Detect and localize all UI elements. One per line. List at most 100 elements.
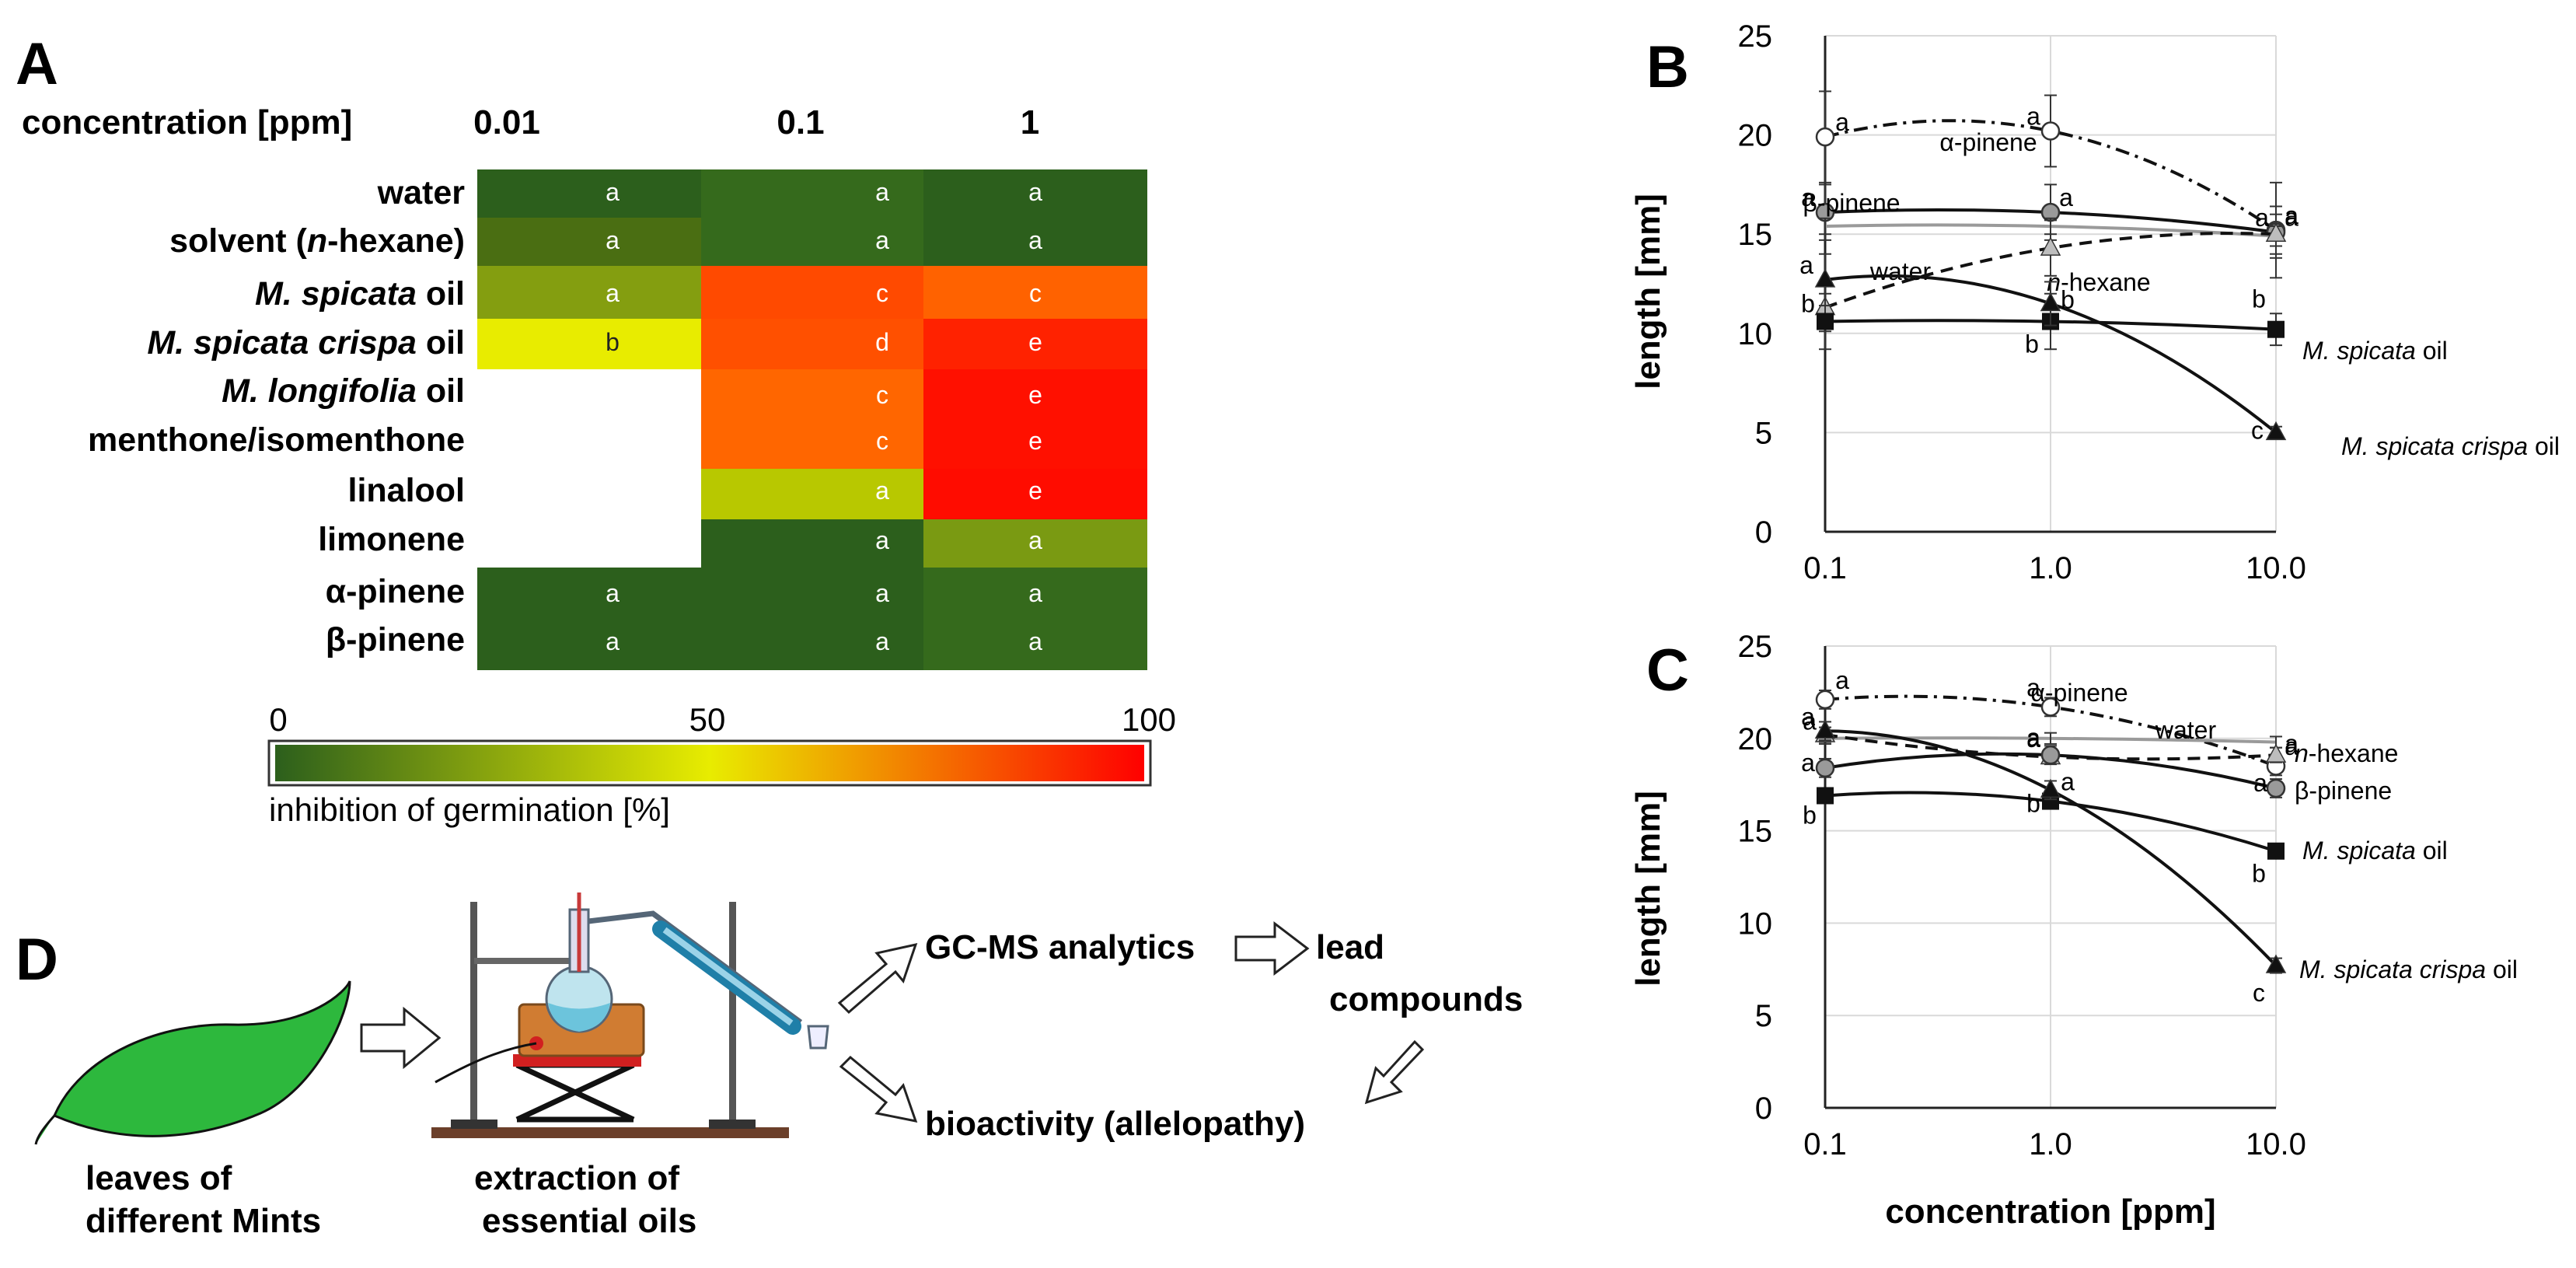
heatmap-cell-letter: a bbox=[606, 627, 620, 655]
heatmap-cell bbox=[701, 218, 923, 266]
receiving-vessel bbox=[807, 1025, 829, 1050]
significance-letter: a bbox=[1803, 707, 1817, 735]
significance-letter: b bbox=[2025, 330, 2039, 358]
heatmap-cell bbox=[701, 420, 923, 469]
data-point bbox=[2265, 743, 2287, 763]
arrow-up-right-icon bbox=[837, 942, 918, 1015]
data-point bbox=[1817, 787, 1834, 805]
heatmap-row-label-part: water bbox=[377, 174, 466, 211]
heatmap-row-label: limonene bbox=[318, 521, 465, 558]
extraction-caption-line1: extraction of bbox=[474, 1159, 679, 1197]
heatmap-cell-letter: c bbox=[876, 279, 888, 307]
data-point bbox=[2040, 121, 2061, 141]
jack-top-plate bbox=[513, 1054, 641, 1067]
apparatus-base bbox=[431, 1127, 789, 1138]
heatmap-row-label: M. spicata oil bbox=[255, 275, 465, 313]
significance-letter: a bbox=[2026, 725, 2040, 753]
scale-frame bbox=[267, 739, 1152, 787]
heatmap-cell-letter: c bbox=[876, 427, 888, 455]
data-point bbox=[2040, 745, 2061, 765]
heatmap-cell-letter: a bbox=[1028, 178, 1042, 206]
lab-jack-icon bbox=[515, 1062, 635, 1123]
heatmap-column-label: 0.1 bbox=[777, 103, 824, 141]
heatmap-row-label-part: M. longifolia bbox=[222, 372, 417, 410]
y-axis-label: length [mm] bbox=[1629, 791, 1667, 987]
series-label: M. spicata oil bbox=[2302, 837, 2448, 865]
heatmap-cell-letter: a bbox=[875, 226, 889, 254]
heatmap-row-label-part: M. spicata crispa bbox=[147, 324, 417, 362]
x-tick-label: 0.1 bbox=[1803, 551, 1847, 585]
x-tick-label: 1.0 bbox=[2029, 1127, 2072, 1161]
heatmap-row-label-part: β-pinene bbox=[326, 621, 465, 658]
significance-letter: a bbox=[2255, 204, 2269, 232]
significance-letter: a bbox=[2285, 204, 2299, 232]
scale-gradient-bar bbox=[275, 745, 1144, 781]
significance-letter: a bbox=[2253, 769, 2267, 797]
significance-letter: a bbox=[1801, 703, 1815, 731]
heatmap-cell bbox=[923, 319, 1147, 369]
series-label: M. spicata crispa oil bbox=[2341, 432, 2560, 460]
right-stand-foot bbox=[709, 1120, 756, 1129]
heatmap-cell-letter: a bbox=[606, 579, 620, 607]
data-point bbox=[2267, 320, 2285, 338]
series-label: water bbox=[2155, 716, 2217, 744]
heatmap-cell-letter: a bbox=[875, 477, 889, 505]
y-tick-label: 0 bbox=[1755, 515, 1772, 550]
color-scale: 0 50 100 inhibition of germination [%] bbox=[267, 701, 1176, 828]
x-axis-label: concentration [ppm] bbox=[1885, 1193, 2215, 1231]
heatmap-cell bbox=[923, 369, 1147, 420]
heatmap-cell-letter: a bbox=[875, 178, 889, 206]
bioactivity-label: bioactivity (allelopathy) bbox=[925, 1105, 1305, 1143]
series-label-part: -hexane bbox=[2061, 268, 2151, 296]
data-point bbox=[2040, 292, 2061, 312]
significance-letter: a bbox=[1835, 666, 1849, 694]
workflow-panel: D leaves of different Mints bbox=[16, 892, 1523, 1240]
scale-min-label: 0 bbox=[269, 701, 287, 738]
heatmap-row-label: solvent (n-hexane) bbox=[169, 222, 465, 260]
series-label: water bbox=[1869, 257, 1932, 285]
heatmap-row-label: water bbox=[377, 174, 466, 211]
heatmap-cell-letter: a bbox=[1028, 627, 1042, 655]
data-point bbox=[2040, 697, 2061, 717]
data-point bbox=[1815, 758, 1835, 778]
series-label-part: water bbox=[1869, 257, 1932, 285]
arrow-right-icon bbox=[1234, 920, 1310, 976]
heatmap-cell bbox=[923, 266, 1147, 319]
heatmap-row-label-part: α-pinene bbox=[326, 573, 465, 610]
heatmap-cell-letter: a bbox=[606, 178, 620, 206]
heatmap-row-label-part: linalool bbox=[348, 472, 466, 509]
heatmap-row-label: linalool bbox=[348, 472, 466, 509]
panel-label-d: D bbox=[16, 927, 58, 993]
significance-letter: a bbox=[2026, 724, 2040, 752]
y-tick-label: 15 bbox=[1738, 815, 1773, 849]
series-label-part: water bbox=[2155, 716, 2217, 744]
heatmap-row-label-part: limonene bbox=[318, 521, 465, 558]
heatmap-header-label: concentration [ppm] bbox=[22, 103, 352, 141]
series-label-part: α-pinene bbox=[1939, 128, 2037, 156]
x-tick-label: 10.0 bbox=[2246, 1127, 2306, 1161]
heatmap-cell bbox=[701, 169, 923, 218]
heatmap-cell bbox=[477, 266, 701, 319]
heatmap-cell bbox=[477, 169, 701, 218]
series-label-part: M. spicata crispa bbox=[2341, 432, 2528, 460]
heatmap-cell bbox=[923, 469, 1147, 519]
data-point bbox=[1815, 690, 1835, 710]
heatmap-row-label-part: solvent ( bbox=[169, 222, 307, 260]
left-stand-rod bbox=[470, 902, 477, 1127]
significance-letter: b bbox=[2252, 860, 2266, 888]
heatmap-row-label: menthone/isomenthone bbox=[88, 421, 465, 459]
heatmap-cell bbox=[701, 319, 923, 369]
heatmap-cell bbox=[701, 369, 923, 420]
y-tick-label: 15 bbox=[1738, 218, 1773, 252]
leaf-caption-line1: leaves of bbox=[86, 1159, 232, 1197]
series-label-part: M. spicata bbox=[2302, 837, 2416, 865]
heatmap-cell-letter: a bbox=[875, 526, 889, 554]
significance-letter: a bbox=[1801, 749, 1815, 777]
series-label: β-pinene bbox=[1803, 189, 1900, 217]
series-label: α-pinene bbox=[1939, 128, 2037, 156]
heatmap-cell-letter: a bbox=[1028, 226, 1042, 254]
heatmap-cell bbox=[923, 420, 1147, 469]
series-line bbox=[1824, 694, 2277, 768]
significance-letter: b bbox=[2061, 286, 2075, 314]
scale-title: inhibition of germination [%] bbox=[269, 791, 670, 828]
